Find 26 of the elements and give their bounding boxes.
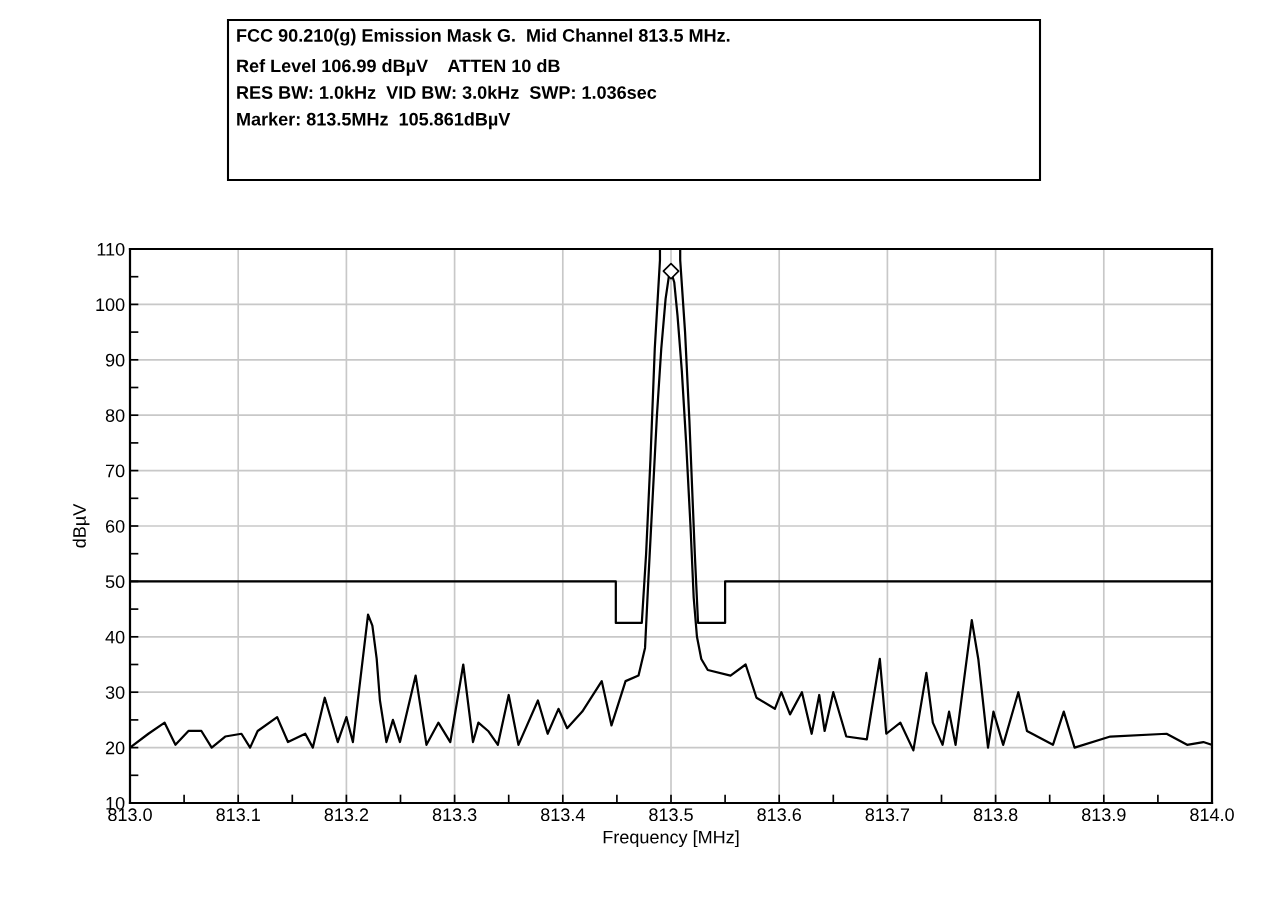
y-tick-label: 10 [106,796,125,810]
y-tick-label: 20 [105,741,125,755]
x-tick-label: 813.2 [324,808,369,822]
y-tick-label: 110 [97,242,125,256]
y-tick-label: 40 [105,630,125,644]
x-axis-title: Frequency [MHz] [603,830,739,848]
chart-subtitle: Ref Level 106.99 dBµV ATTEN 10 dB RES BW: 1.0kHz VID BW: 3.0kHz SWP: 1.036sec Marker: 813.5MHz 105.861dBµV [237,59,657,130]
y-tick-label: 100 [96,298,125,312]
y-tick-label: 60 [105,519,125,533]
y-tick-label: 30 [105,686,125,699]
y-tick-label: 50 [105,575,125,589]
x-tick-label: 813.4 [541,808,585,822]
y-axis-title: dBµV [72,503,90,548]
x-tick-label: 813.3 [432,808,477,822]
chart-title: FCC 90.210(g) Emission Mask G. Mid Channel 813.5 MHz. [237,28,730,46]
y-tick-label: 90 [105,353,125,367]
x-tick-label: 813.6 [757,808,801,822]
x-tick-label: 813.9 [1082,808,1126,822]
y-tick-label: 80 [105,409,125,422]
x-tick-label: 813.8 [973,808,1018,822]
x-tick-label: 813.7 [865,808,910,822]
x-tick-label: 814.0 [1190,808,1234,822]
x-tick-label: 813.1 [216,808,260,822]
y-tick-label: 70 [105,464,125,478]
x-tick-label: 813.5 [649,808,693,822]
x-tick-label: 813.0 [108,808,152,822]
